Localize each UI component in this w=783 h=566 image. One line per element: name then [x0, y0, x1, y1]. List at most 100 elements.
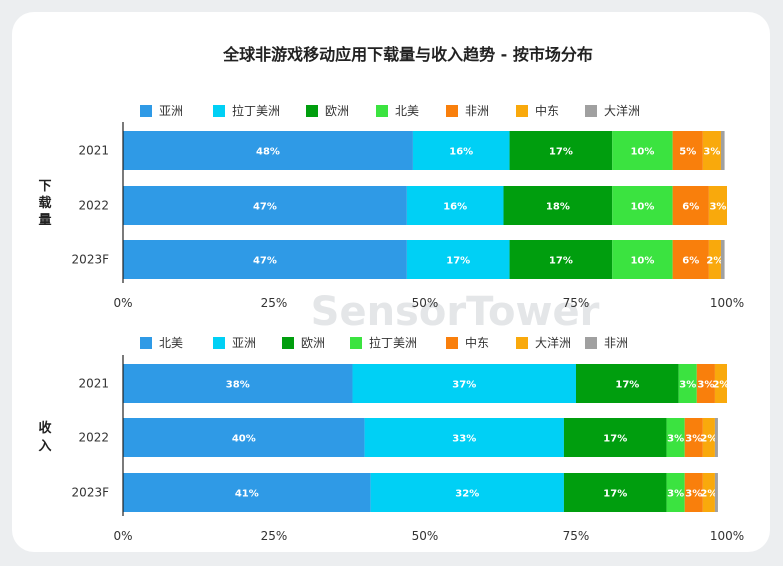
legend-swatch	[140, 105, 152, 117]
category-label: 2021	[78, 144, 109, 158]
legend-label: 欧洲	[301, 336, 325, 350]
bar-value-label: 17%	[615, 380, 639, 391]
legend-swatch	[376, 105, 388, 117]
bar-segment	[702, 418, 715, 457]
bar-segment	[406, 240, 510, 279]
bar-segment	[720, 131, 725, 170]
bar-segment	[714, 418, 718, 457]
bar-value-label: 33%	[452, 434, 476, 445]
bar-segment	[563, 473, 667, 512]
bar-segment	[672, 240, 709, 279]
legend-swatch	[306, 105, 318, 117]
x-tick-label: 50%	[412, 529, 439, 543]
legend-label: 中东	[465, 335, 489, 350]
panel-label-char: 量	[38, 213, 51, 228]
bar-segment	[708, 240, 721, 279]
bar-segment	[364, 418, 564, 457]
legend-swatch	[585, 105, 597, 117]
x-tick-label: 100%	[710, 529, 744, 543]
bar-segment	[708, 186, 727, 225]
bar-segment	[702, 473, 715, 512]
bar-segment	[352, 364, 576, 403]
chart-card	[12, 12, 770, 552]
bar-value-label: 2%	[712, 380, 729, 391]
bar-segment	[696, 364, 715, 403]
x-tick-label: 100%	[710, 296, 744, 310]
bar-value-label: 3%	[679, 380, 696, 391]
bar-value-label: 2%	[700, 434, 717, 445]
bar-value-label: 3%	[709, 202, 726, 213]
bar-segment	[123, 473, 371, 512]
legend-swatch	[213, 337, 225, 349]
legend-label: 拉丁美洲	[369, 335, 417, 350]
bar-value-label: 17%	[603, 434, 627, 445]
bar-value-label: 17%	[549, 147, 573, 158]
x-tick-label: 75%	[563, 529, 590, 543]
legend-label: 欧洲	[325, 104, 349, 118]
bar-value-label: 47%	[253, 256, 277, 267]
bar-value-label: 17%	[446, 256, 470, 267]
x-tick-label: 0%	[113, 529, 132, 543]
legend-swatch	[585, 337, 597, 349]
legend-label: 大洋洲	[604, 103, 640, 118]
bar-value-label: 17%	[549, 256, 573, 267]
bar-segment	[123, 364, 353, 403]
bar-segment	[563, 418, 667, 457]
bar-segment	[612, 186, 673, 225]
legend-label: 非洲	[604, 336, 628, 350]
bar-value-label: 40%	[232, 434, 256, 445]
bar-segment	[406, 186, 504, 225]
bar-value-label: 3%	[667, 489, 684, 500]
watermark: SensorTower	[311, 289, 600, 335]
legend-swatch	[140, 337, 152, 349]
panel-label-char: 载	[38, 195, 51, 211]
legend-label: 非洲	[465, 104, 489, 118]
category-label: 2022	[78, 199, 109, 213]
bar-segment	[666, 418, 685, 457]
bar-value-label: 38%	[226, 380, 250, 391]
bar-value-label: 47%	[253, 202, 277, 213]
x-tick-label: 50%	[412, 296, 439, 310]
bar-value-label: 17%	[603, 489, 627, 500]
bar-value-label: 16%	[449, 147, 473, 158]
bar-segment	[123, 418, 365, 457]
bar-value-label: 10%	[630, 256, 654, 267]
panel-label-char: 入	[38, 439, 51, 454]
legend-label: 大洋洲	[535, 335, 571, 350]
bar-value-label: 3%	[697, 380, 714, 391]
bar-value-label: 16%	[443, 202, 467, 213]
legend-label: 北美	[159, 336, 183, 350]
bar-segment	[714, 473, 718, 512]
bar-value-label: 37%	[452, 380, 476, 391]
bar-value-label: 32%	[455, 489, 479, 500]
bar-segment	[123, 240, 407, 279]
bar-value-label: 5%	[679, 147, 696, 158]
legend-label: 中东	[535, 103, 559, 118]
legend-label: 亚洲	[232, 336, 256, 350]
bar-value-label: 3%	[667, 434, 684, 445]
bar-segment	[576, 364, 679, 403]
bar-segment	[509, 240, 613, 279]
bar-value-label: 10%	[630, 202, 654, 213]
bar-segment	[503, 186, 613, 225]
bar-segment	[412, 131, 510, 170]
bar-value-label: 3%	[685, 434, 702, 445]
x-tick-label: 25%	[261, 529, 288, 543]
bar-segment	[370, 473, 564, 512]
panel-label-char: 下	[38, 179, 51, 194]
bar-value-label: 3%	[703, 147, 720, 158]
bar-segment	[672, 186, 709, 225]
x-tick-label: 75%	[563, 296, 590, 310]
bar-value-label: 10%	[630, 147, 654, 158]
legend-label: 北美	[395, 104, 419, 118]
bar-segment	[612, 240, 673, 279]
bar-segment	[123, 131, 413, 170]
bar-segment	[714, 364, 727, 403]
bar-value-label: 2%	[700, 489, 717, 500]
x-tick-label: 0%	[113, 296, 132, 310]
bar-segment	[720, 240, 725, 279]
bar-segment	[509, 131, 613, 170]
category-label: 2022	[78, 431, 109, 445]
